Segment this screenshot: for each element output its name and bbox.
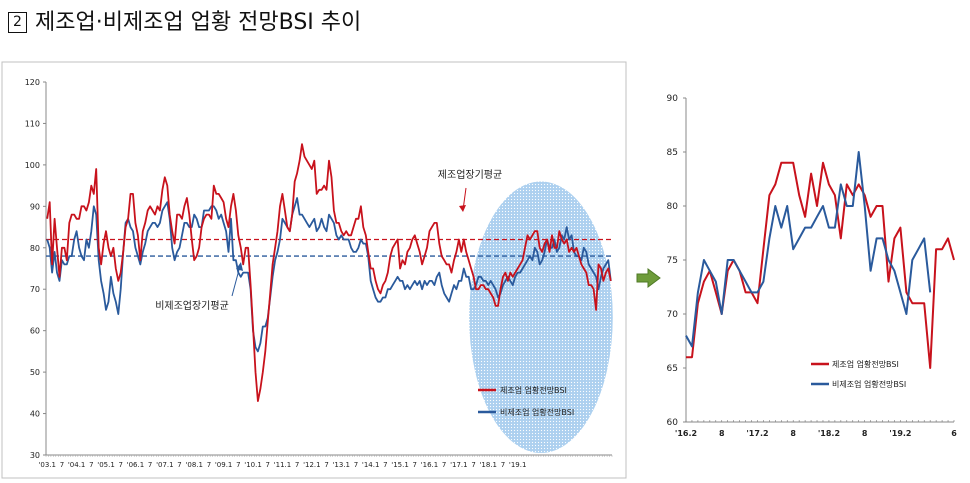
nonmfg-average-pointer: [231, 265, 241, 297]
x-tick-label: '05.1: [97, 461, 115, 469]
y-tick-label: 65: [667, 364, 678, 374]
x-tick-label: '04.1: [68, 461, 86, 469]
zoom-chart: 60 65 70 75 80 85 90 '16.2 8 '17.2 8 '18.2 8 '19.2 6 제…: [667, 94, 958, 438]
x-tick-label: 7: [354, 461, 358, 469]
y-tick-label: 30: [30, 451, 40, 460]
y-tick-label: 80: [30, 244, 40, 253]
x-tick-label: '08.1: [185, 461, 203, 469]
y-tick-label: 110: [25, 119, 40, 128]
x-tick-label: '19.2: [889, 429, 911, 438]
x-tick-label: '07.1: [156, 461, 174, 469]
x-tick-label: 8: [719, 429, 725, 438]
x-tick-label: 8: [790, 429, 796, 438]
mfg-average-pointer-head: [459, 205, 466, 212]
x-tick-label: '16.1: [421, 461, 439, 469]
x-tick-label: '06.1: [127, 461, 145, 469]
x-tick-label: '11.1: [274, 461, 292, 469]
nonmfg-average-label: 비제조업장기평균: [155, 299, 229, 312]
x-tick-label: 8: [862, 429, 868, 438]
x-tick-label: 6: [951, 429, 957, 438]
page-title: 2 제조업·비제조업 업황 전망BSI 추이: [8, 4, 361, 36]
y-tick-label: 80: [667, 202, 679, 212]
x-tick-label: 7: [442, 461, 446, 469]
x-tick-label: '14.1: [362, 461, 380, 469]
x-tick-label: 7: [501, 461, 505, 469]
x-tick-label: '19.1: [509, 461, 527, 469]
x-tick-label: 7: [236, 461, 240, 469]
x-tick-label: '12.1: [303, 461, 321, 469]
y-tick-label: 60: [667, 418, 679, 428]
x-tick-label: 7: [60, 461, 64, 469]
x-tick-label: '09.1: [215, 461, 233, 469]
x-tick-label: '18.2: [818, 429, 840, 438]
x-tick-label: 7: [471, 461, 475, 469]
x-tick-label: 7: [207, 461, 211, 469]
title-number-box: 2: [8, 12, 27, 33]
x-tick-label: 7: [148, 461, 152, 469]
x-tick-label: '15.1: [391, 461, 409, 469]
x-tick-label: 7: [118, 461, 122, 469]
y-tick-label: 70: [667, 310, 679, 320]
y-tick-label: 120: [25, 78, 40, 87]
y-tick-label: 60: [30, 327, 40, 336]
x-tick-label: '17.1: [450, 461, 468, 469]
x-tick-label: '03.1: [38, 461, 56, 469]
y-tick-label: 100: [25, 161, 40, 170]
x-tick-label: 7: [266, 461, 270, 469]
manufacturing-series-line: [46, 143, 612, 403]
y-tick-label: 90: [30, 202, 40, 211]
x-tick-label: 7: [324, 461, 328, 469]
title-text: 제조업·비제조업 업황 전망BSI 추이: [35, 10, 362, 35]
legend-label: 제조업 업황전망BSI: [500, 385, 567, 395]
arrow-icon: [636, 268, 661, 288]
y-tick-label: 90: [667, 94, 679, 104]
x-tick-label: '13.1: [332, 461, 350, 469]
y-tick-label: 70: [30, 285, 40, 294]
x-tick-label: 7: [89, 461, 93, 469]
x-tick-label: 7: [177, 461, 181, 469]
legend-label: 비제조업 업황전망BSI: [500, 407, 574, 417]
non-manufacturing-series-line: [685, 151, 932, 348]
mfg-average-label: 제조업장기평균: [438, 168, 502, 181]
y-tick-label: 75: [667, 256, 678, 266]
nonmfg-average-pointer-head: [236, 262, 243, 271]
y-tick-label: 50: [30, 368, 40, 377]
manufacturing-series-line: [686, 161, 955, 369]
legend-label: 비제조업 업황전망BSI: [832, 379, 906, 389]
x-tick-label: '17.2: [746, 429, 768, 438]
x-tick-label: 7: [295, 461, 299, 469]
x-tick-label: 7: [383, 461, 387, 469]
y-tick-label: 40: [30, 410, 40, 419]
x-tick-label: '16.2: [675, 429, 697, 438]
x-tick-label: '10.1: [244, 461, 262, 469]
x-tick-label: 7: [413, 461, 417, 469]
x-tick-label: '18.1: [480, 461, 498, 469]
legend-label: 제조업 업황전망BSI: [832, 359, 899, 369]
y-tick-label: 85: [667, 148, 678, 158]
